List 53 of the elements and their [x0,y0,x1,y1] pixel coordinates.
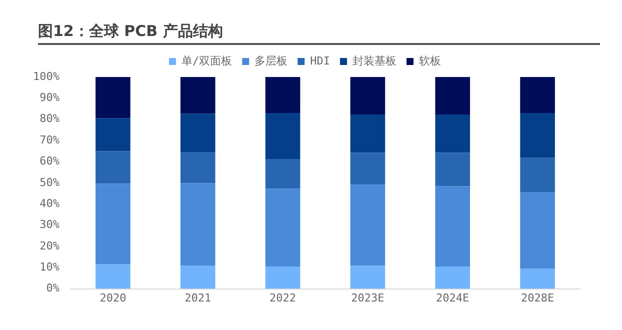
y-tick-label: 60% [40,154,60,168]
bar [350,77,386,114]
chart-title: 图12：全球 PCB 产品结构 [38,22,600,45]
bar [520,158,555,192]
bar [96,118,130,152]
x-tick-label: 2028E [520,291,554,304]
bar [350,184,386,266]
legend-label: 封装基板 [352,54,396,68]
y-tick-label: 40% [40,196,60,210]
y-tick-label: 30% [40,218,60,232]
bar [435,186,470,267]
x-tick-label: 2021 [184,291,212,304]
legend-label: 单/双面板 [182,54,232,68]
bar [265,113,300,159]
bar [265,77,300,114]
y-tick-label: 80% [40,112,60,126]
bar [350,266,386,289]
bar [180,183,216,266]
bar [350,152,386,185]
y-tick-label: 0% [46,282,60,295]
bar [350,114,386,153]
bar [520,192,555,268]
bar [180,77,216,114]
x-tick-label: 2022 [270,291,296,304]
bar [265,266,300,289]
y-tick-label: 100% [32,70,60,83]
y-tick-label: 90% [40,91,60,104]
bar [435,77,470,114]
legend-label: 软板 [418,54,441,68]
bar [520,77,555,114]
legend-label: 多层板 [254,54,288,68]
x-tick-label: 2020 [100,291,126,304]
bar [96,184,130,264]
y-tick-label: 50% [40,176,60,189]
legend-label: HDI [310,54,330,68]
bar [96,151,130,184]
y-tick-label: 10% [40,260,60,274]
y-tick-label: 70% [40,133,60,146]
bar [520,268,555,289]
x-tick-label: 2024E [436,291,470,304]
bar [435,152,470,186]
bar [265,158,300,189]
bar [96,77,130,118]
bar [520,113,555,158]
bar [435,266,470,289]
bar [180,266,216,289]
x-tick-label: 2023E [351,291,384,304]
bar [180,152,216,184]
bar [96,264,130,289]
bar [180,114,216,152]
y-tick-label: 20% [40,239,60,252]
bar [435,114,470,153]
bar [265,188,300,267]
